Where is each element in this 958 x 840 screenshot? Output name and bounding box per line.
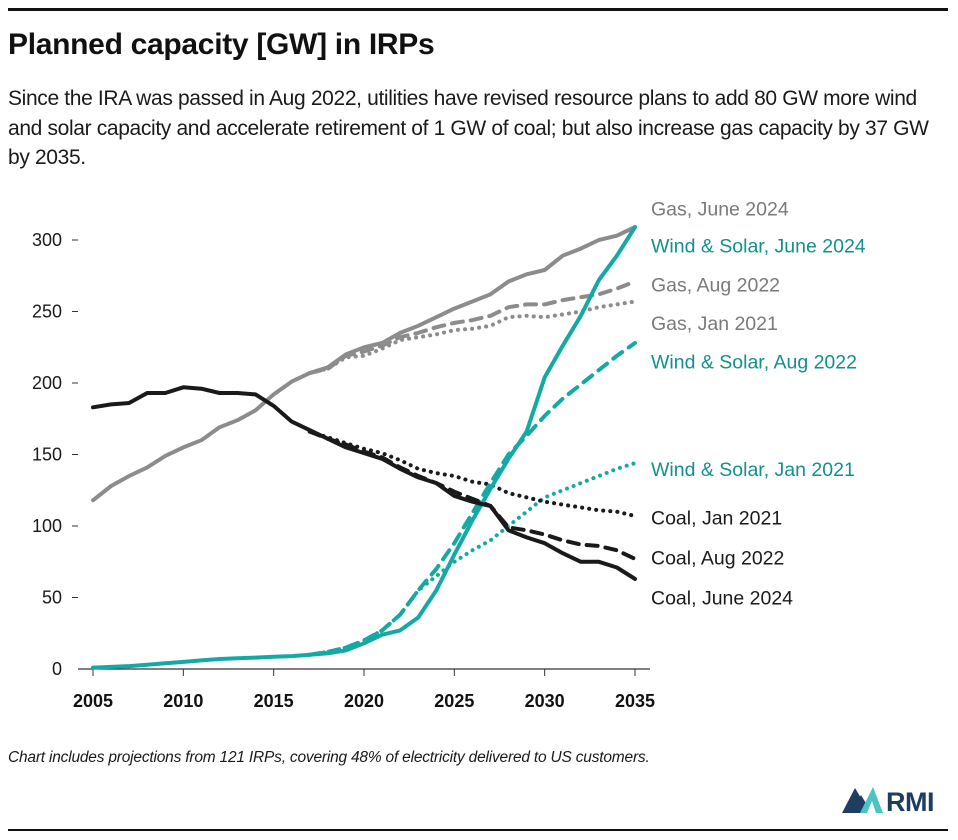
logo-mountain-teal [860, 787, 883, 813]
x-tick-label: 2030 [525, 691, 565, 711]
bottom-rule [8, 829, 948, 831]
y-tick-label: 200 [32, 373, 62, 393]
x-tick-label: 2010 [163, 691, 203, 711]
series-label-coal-aug-2022: Coal, Aug 2022 [651, 547, 784, 569]
x-tick-label: 2025 [434, 691, 474, 711]
x-tick-label: 2035 [615, 691, 655, 711]
logo-text: RMI [886, 787, 934, 813]
y-tick-label: 300 [32, 230, 62, 250]
series-label-wind-solar-jan-2021: Wind & Solar, Jan 2021 [651, 459, 855, 481]
series-line-wind-solar-jan-2021 [307, 461, 637, 657]
series-line-wind-solar-june-2024 [91, 225, 637, 670]
x-tick-label: 2015 [254, 691, 294, 711]
series-label-gas-jan-2021: Gas, Jan 2021 [651, 313, 778, 335]
series-label-gas-aug-2022: Gas, Aug 2022 [651, 274, 780, 296]
y-tick-label: 100 [32, 516, 62, 536]
line-chart: 0 50 100 150 200 250 300 2005 2010 2015 2020 2025 20… [32, 199, 866, 711]
series-label-wind-solar-june-2024: Wind & Solar, June 2024 [651, 236, 866, 258]
x-tick-label: 2020 [344, 691, 384, 711]
series-line-coal-june-2024 [91, 385, 637, 581]
series-label-gas-june-2024: Gas, June 2024 [651, 199, 789, 221]
footnote: Chart includes projections from 121 IRPs… [8, 749, 650, 766]
y-tick-label: 50 [42, 588, 62, 608]
rmi-logo: RMI [842, 787, 935, 813]
series-label-coal-june-2024: Coal, June 2024 [651, 588, 793, 610]
series-line-gas-jan-2021 [307, 299, 637, 375]
chart-subtitle: Since the IRA was passed in Aug 2022, ut… [8, 87, 929, 169]
series-line-wind-solar-aug-2022 [307, 341, 637, 657]
chart-title: Planned capacity [GW] in IRPs [8, 28, 435, 61]
y-tick-label: 150 [32, 445, 62, 465]
series-label-wind-solar-aug-2022: Wind & Solar, Aug 2022 [651, 352, 857, 374]
x-tick-label: 2005 [73, 691, 113, 711]
series-line-gas-june-2024 [91, 225, 637, 503]
y-tick-label: 250 [32, 302, 62, 322]
y-tick-label: 0 [52, 659, 62, 679]
top-rule [8, 8, 948, 11]
series-line-coal-jan-2021 [307, 429, 637, 518]
series-line-gas-aug-2022 [307, 279, 637, 375]
series-label-coal-jan-2021: Coal, Jan 2021 [651, 507, 782, 529]
